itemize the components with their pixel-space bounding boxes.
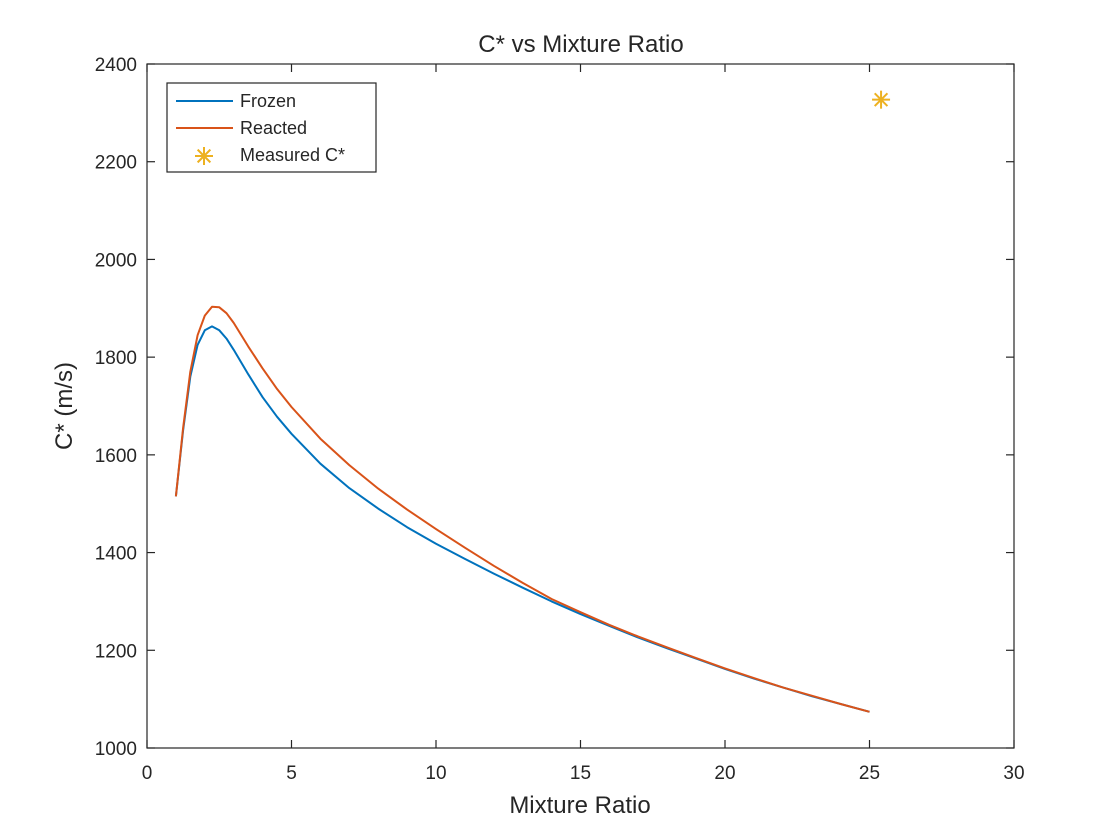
x-tick-label: 30 [1003,763,1024,784]
legend: Frozen Reacted Measured C* [166,82,377,173]
x-tick-label: 25 [859,763,880,784]
series-line-reacted [174,305,870,713]
x-tick-label: 15 [570,763,591,784]
y-tick-label: 1800 [95,348,137,369]
y-tick-label: 1600 [95,446,137,467]
x-tick-label: 5 [286,763,297,784]
series-layer [174,90,891,713]
y-tick-label: 1400 [95,544,137,565]
x-axis-label: Mixture Ratio [509,792,650,819]
plot-area [146,63,1015,749]
y-tick-label: 1000 [95,739,137,760]
legend-marker [195,147,213,165]
legend-label: Reacted [240,118,307,138]
x-tick-label: 10 [425,763,446,784]
y-tick-label: 2200 [95,153,137,174]
y-axis: 1000 1200 1400 1600 1800 2000 2200 2400 [95,55,1014,760]
y-tick-label: 1200 [95,641,137,662]
chart-title: C* vs Mixture Ratio [478,31,683,58]
legend-label: Frozen [240,91,296,111]
y-axis-label: C* (m/s) [51,362,78,450]
y-tick-label: 2000 [95,250,137,271]
legend-label: Measured C* [240,145,345,165]
x-tick-label: 0 [142,763,153,784]
x-axis: 0 5 10 15 20 25 30 [142,64,1025,784]
y-tick-label: 2400 [95,55,137,76]
x-tick-label: 20 [714,763,735,784]
measured-point [872,90,891,109]
